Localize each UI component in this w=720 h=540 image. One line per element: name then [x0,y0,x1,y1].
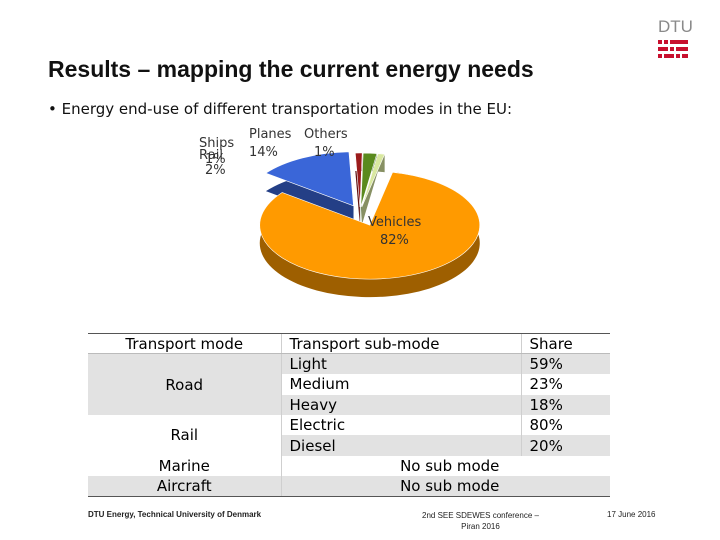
energy-pie-chart: Planes 14% Others 1% Ships Rail 1% 2% Ve… [199,127,481,298]
header-share: Share [520,332,610,355]
pie-label-ships-pct: 2% [205,163,226,178]
submode-marine: No sub mode [280,455,610,477]
submode-light: Light [280,353,521,375]
table-row: Medium 23% [88,374,610,395]
pie-label-rail-name: Rail [199,148,223,163]
pie-label-others-name: Others [304,127,348,142]
table-header-row: Transport mode Transport sub-mode Share [88,332,610,355]
bullet-text: • Energy end-use of different transporta… [48,100,513,118]
pie-label-rail-pct: 1% [205,152,226,167]
share-diesel: 20% [520,435,610,456]
share-electric: 80% [520,415,610,436]
header-transport-submode: Transport sub-mode [280,332,521,355]
mode-marine: Marine [158,457,210,476]
submode-medium: Medium [280,374,521,395]
footer-conference-line2: Piran 2016 [461,522,500,531]
footer-conference: 2nd SEE SDEWES conference – Piran 2016 [422,510,539,532]
footer-date: 17 June 2016 [607,510,656,519]
footer-institution: DTU Energy, Technical University of Denm… [88,510,262,519]
mode-aircraft: Aircraft [88,476,281,498]
header-transport-mode: Transport mode [88,332,281,355]
table-row: Rail Electric 80% [88,415,610,444]
pie-slice-depth-rail [361,153,385,226]
table-row: Road Light 59% [88,353,610,416]
share-medium: 23% [520,374,610,395]
slide-title: Results – mapping the current energy nee… [48,56,534,82]
table-row: Diesel 20% [88,435,610,456]
pie-label-vehicles-name: Vehicles [368,215,421,230]
transport-table: Transport mode Transport sub-mode Share … [88,332,610,498]
submode-electric: Electric [280,415,521,436]
pie-slice-others [354,152,363,208]
pie-slice-ships [360,152,378,208]
pie-slice-vehicles [259,171,481,280]
pie-slice-rail [361,153,386,208]
table-row: Marine No sub mode [88,455,610,477]
mode-road: Road [88,353,281,416]
submode-aircraft: No sub mode [280,476,610,498]
logo-text: DTU [658,17,693,36]
share-light: 59% [520,353,610,375]
pie-label-others-pct: 1% [314,145,335,160]
table-row: Aircraft No sub mode [88,476,610,498]
pie-slice-planes [265,151,354,207]
pie-label-ships-name: Ships [199,136,234,151]
dtu-logo: DTU [658,17,693,61]
table-row: Heavy 18% [88,394,610,416]
footer-conference-line1: 2nd SEE SDEWES conference – [422,511,539,520]
submode-diesel: Diesel [280,435,521,456]
pie-label-planes-name: Planes [249,127,292,142]
mode-rail: Rail [170,426,199,445]
pie-label-vehicles-pct: 82% [380,233,409,248]
share-heavy: 18% [520,394,610,416]
logo-bars-icon [658,40,688,58]
submode-heavy: Heavy [280,394,521,416]
pie-label-planes-pct: 14% [249,145,278,160]
